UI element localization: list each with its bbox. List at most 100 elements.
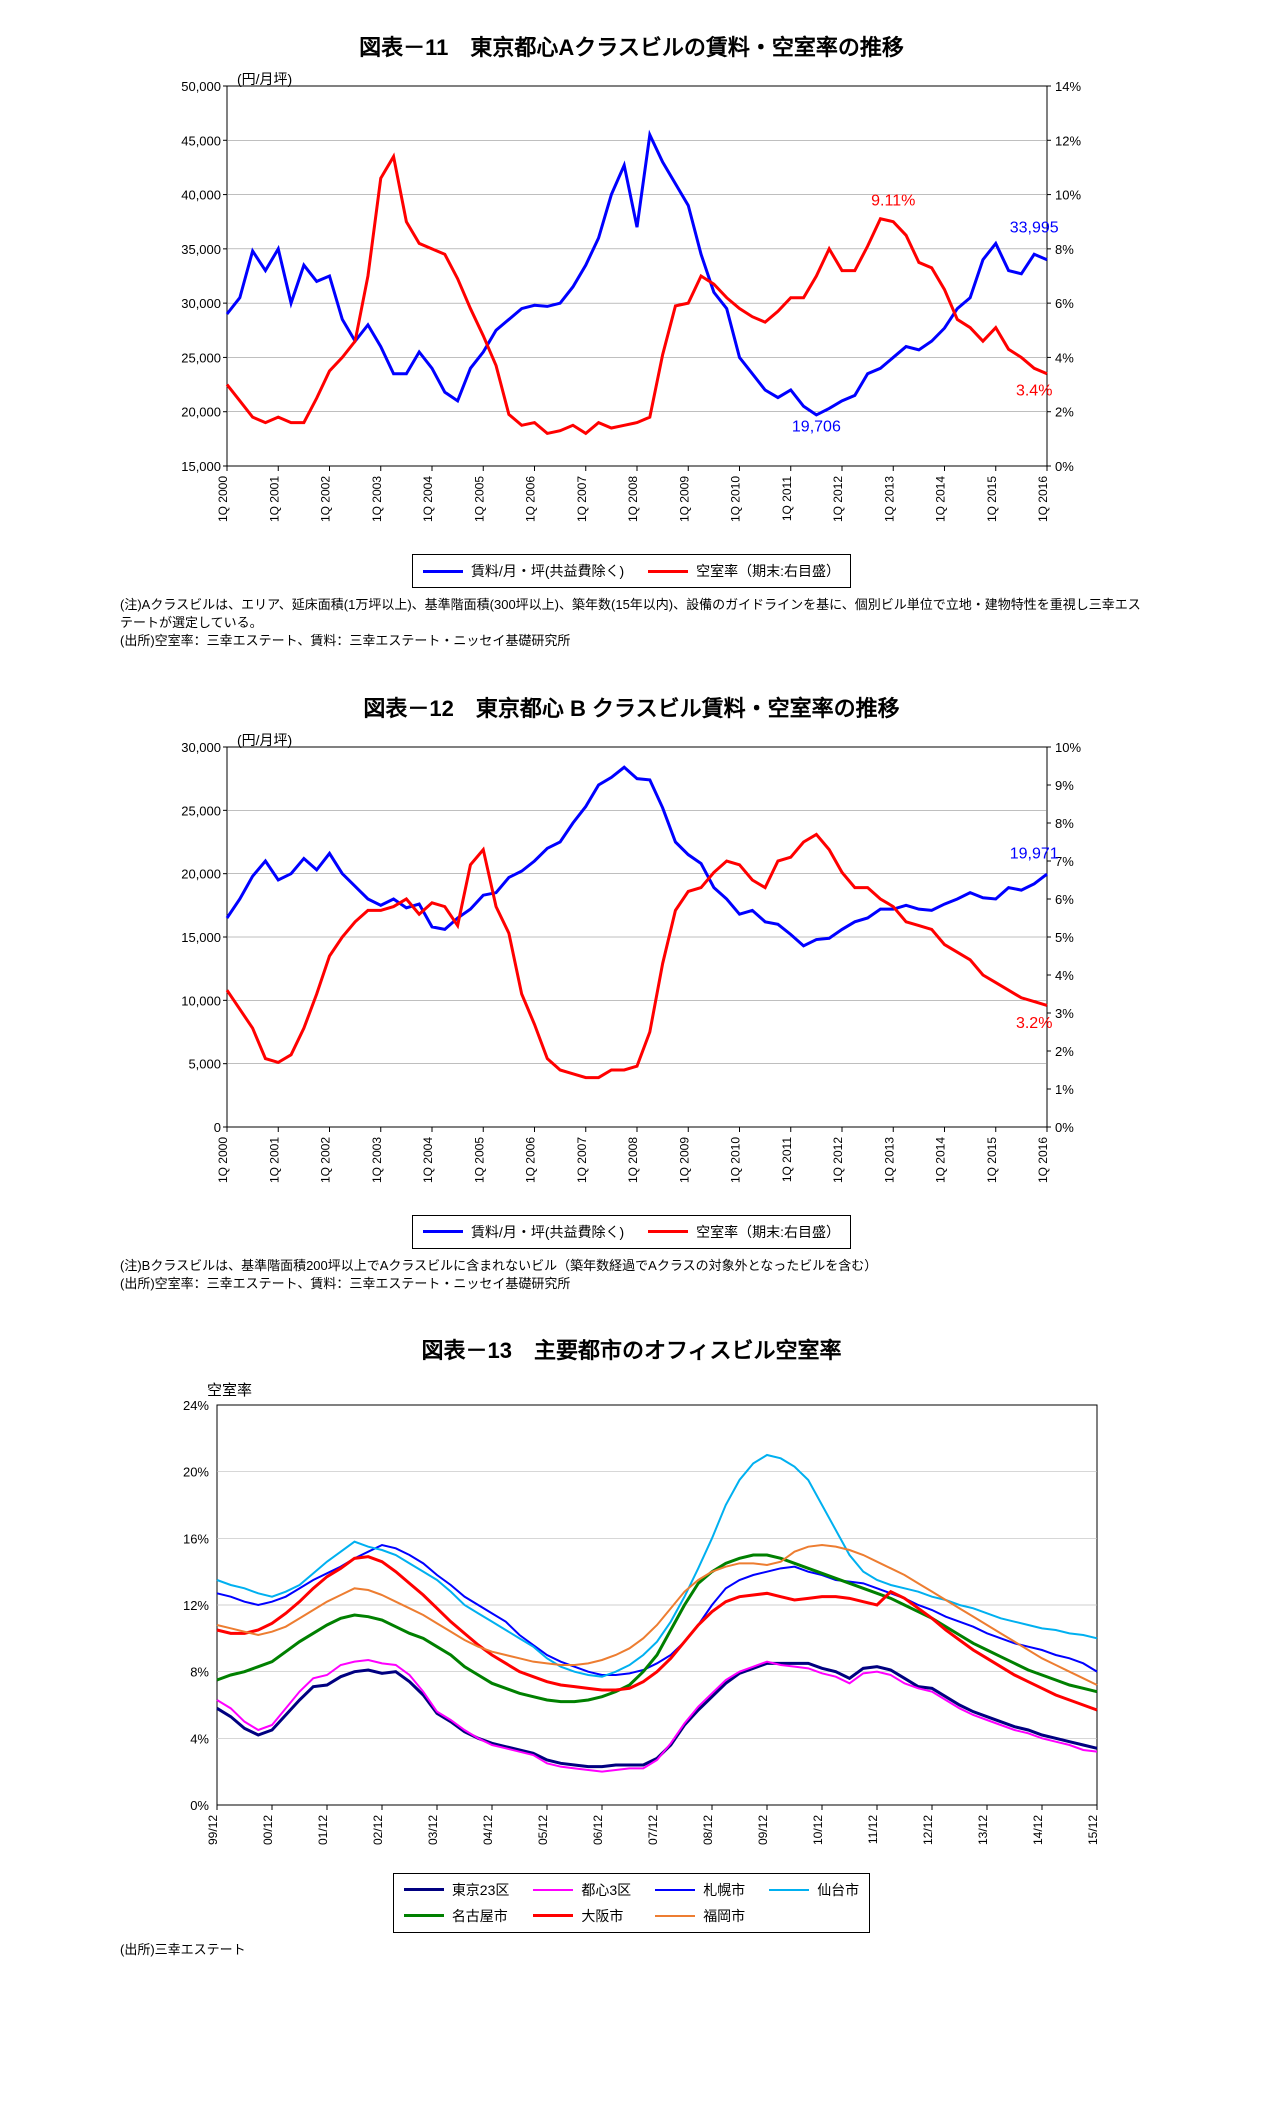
chart-11: 図表－11 東京都心Aクラスビルの賃料・空室率の推移 (円/月坪) 15,000 2… (120, 30, 1143, 651)
svg-text:09/12: 09/12 (756, 1815, 770, 1845)
svg-text:99/12: 99/12 (206, 1815, 220, 1845)
svg-text:40,000: 40,000 (181, 188, 221, 203)
chart-13-title: 図表－13 主要都市のオフィスビル空室率 (120, 1333, 1143, 1365)
chart-12-legend: 賃料/月・坪(共益費除く) 空室率（期末:右目盛） (412, 1215, 851, 1249)
chart-11-title: 図表－11 東京都心Aクラスビルの賃料・空室率の推移 (120, 30, 1143, 62)
svg-text:02/12: 02/12 (371, 1815, 385, 1845)
legend-item: 賃料/月・坪(共益費除く) (423, 561, 624, 581)
svg-text:0: 0 (213, 1120, 220, 1135)
svg-text:1Q 2011: 1Q 2011 (779, 1136, 793, 1181)
svg-text:8%: 8% (1055, 242, 1074, 257)
svg-text:0%: 0% (190, 1798, 209, 1813)
chart-11-legend: 賃料/月・坪(共益費除く) 空室率（期末:右目盛） (412, 554, 851, 588)
legend-item: 空室率（期末:右目盛） (648, 1222, 840, 1242)
svg-text:1Q 2010: 1Q 2010 (728, 476, 742, 522)
svg-text:1Q 2014: 1Q 2014 (933, 476, 947, 522)
svg-text:1Q 2003: 1Q 2003 (369, 1136, 383, 1182)
svg-text:10,000: 10,000 (181, 993, 221, 1008)
svg-text:25,000: 25,000 (181, 350, 221, 365)
svg-text:9.11%: 9.11% (871, 192, 915, 209)
svg-text:15,000: 15,000 (181, 459, 221, 474)
svg-text:1Q 2016: 1Q 2016 (1036, 476, 1050, 522)
svg-text:1Q 2008: 1Q 2008 (626, 476, 640, 522)
chart-11-note2: (出所)空室率：三幸エステート、賃料：三幸エステート・ニッセイ基礎研究所 (120, 632, 1143, 650)
chart-12: 図表－12 東京都心 B クラスビル賃料・空室率の推移 (円/月坪)05,000… (120, 691, 1143, 1293)
svg-text:1%: 1% (1055, 1082, 1074, 1097)
svg-text:1Q 2015: 1Q 2015 (984, 1136, 998, 1182)
svg-text:15,000: 15,000 (181, 930, 221, 945)
svg-text:12/12: 12/12 (921, 1815, 935, 1845)
svg-text:(円/月坪): (円/月坪) (237, 72, 292, 87)
legend-item-tokyo23: 東京23区 (404, 1880, 510, 1900)
chart-12-note1: (注)Bクラスビルは、基準階面積200坪以上でAクラスビルに含まれないビル（築年… (120, 1257, 1143, 1275)
svg-text:08/12: 08/12 (701, 1815, 715, 1845)
svg-text:1Q 2006: 1Q 2006 (523, 476, 537, 522)
legend-item: 賃料/月・坪(共益費除く) (423, 1222, 624, 1242)
chart-13-plot: 空室率0%4%8%12%16%20%24%99/1200/1201/1202/1… (147, 1375, 1117, 1865)
svg-text:1Q 2002: 1Q 2002 (318, 476, 332, 522)
svg-text:0%: 0% (1055, 1120, 1074, 1135)
svg-text:9%: 9% (1055, 778, 1074, 793)
legend-label: 福岡市 (703, 1906, 745, 1926)
svg-text:6%: 6% (1055, 296, 1074, 311)
svg-text:10%: 10% (1055, 188, 1081, 203)
svg-text:1Q 2004: 1Q 2004 (421, 1136, 435, 1182)
svg-text:2%: 2% (1055, 405, 1074, 420)
svg-text:2%: 2% (1055, 1044, 1074, 1059)
chart-13: 図表－13 主要都市のオフィスビル空室率 空室率0%4%8%12%16%20%2… (120, 1333, 1143, 1959)
svg-text:10/12: 10/12 (811, 1815, 825, 1845)
svg-text:25,000: 25,000 (181, 803, 221, 818)
svg-text:1Q 2004: 1Q 2004 (421, 476, 435, 522)
svg-text:20,000: 20,000 (181, 405, 221, 420)
svg-text:(円/月坪): (円/月坪) (237, 733, 292, 748)
svg-text:1Q 2012: 1Q 2012 (831, 476, 845, 522)
svg-text:3.2%: 3.2% (1015, 1015, 1051, 1032)
legend-label: 仙台市 (817, 1880, 859, 1900)
chart-12-note2: (出所)空室率：三幸エステート、賃料：三幸エステート・ニッセイ基礎研究所 (120, 1275, 1143, 1293)
svg-text:01/12: 01/12 (316, 1815, 330, 1845)
svg-text:1Q 2001: 1Q 2001 (267, 1136, 281, 1182)
svg-text:1Q 2014: 1Q 2014 (933, 1136, 947, 1182)
svg-text:1Q 2000: 1Q 2000 (216, 476, 230, 522)
chart-11-plot: (円/月坪)15,00020,00025,00030,00035,00040,0… (147, 72, 1117, 546)
chart-13-legend: 東京23区都心3区札幌市仙台市名古屋市大阪市福岡市 (393, 1873, 870, 1933)
svg-text:11/12: 11/12 (866, 1815, 880, 1844)
svg-text:8%: 8% (1055, 816, 1074, 831)
svg-text:1Q 2016: 1Q 2016 (1036, 1136, 1050, 1182)
legend-label: 都心3区 (581, 1880, 631, 1900)
svg-text:19,971: 19,971 (1009, 845, 1058, 862)
svg-text:3.4%: 3.4% (1015, 382, 1051, 399)
svg-text:10%: 10% (1055, 740, 1081, 755)
svg-text:20%: 20% (182, 1465, 208, 1480)
svg-text:1Q 2007: 1Q 2007 (574, 476, 588, 522)
svg-text:5%: 5% (1055, 930, 1074, 945)
chart-12-title: 図表－12 東京都心 B クラスビル賃料・空室率の推移 (120, 691, 1143, 723)
legend-label: 空室率（期末:右目盛） (696, 561, 840, 581)
legend-item-sapporo: 札幌市 (655, 1880, 745, 1900)
svg-text:0%: 0% (1055, 459, 1074, 474)
svg-text:1Q 2012: 1Q 2012 (831, 1136, 845, 1182)
svg-text:06/12: 06/12 (591, 1815, 605, 1845)
svg-text:24%: 24% (182, 1398, 208, 1413)
svg-text:19,706: 19,706 (791, 418, 840, 435)
svg-text:1Q 2008: 1Q 2008 (626, 1136, 640, 1182)
svg-text:1Q 2005: 1Q 2005 (472, 476, 486, 522)
svg-text:30,000: 30,000 (181, 740, 221, 755)
chart-11-note1: (注)Aクラスビルは、エリア、延床面積(1万坪以上)、基準階面積(300坪以上)… (120, 596, 1143, 632)
svg-text:00/12: 00/12 (261, 1815, 275, 1845)
svg-text:05/12: 05/12 (536, 1815, 550, 1845)
svg-text:4%: 4% (1055, 968, 1074, 983)
legend-label: 空室率（期末:右目盛） (696, 1222, 840, 1242)
svg-text:1Q 2001: 1Q 2001 (267, 476, 281, 522)
svg-text:4%: 4% (190, 1731, 209, 1746)
svg-text:1Q 2015: 1Q 2015 (984, 476, 998, 522)
legend-label: 札幌市 (703, 1880, 745, 1900)
svg-text:空室率: 空室率 (207, 1382, 252, 1399)
svg-text:45,000: 45,000 (181, 133, 221, 148)
svg-text:07/12: 07/12 (646, 1815, 660, 1845)
svg-text:14/12: 14/12 (1031, 1815, 1045, 1845)
svg-text:1Q 2000: 1Q 2000 (216, 1136, 230, 1182)
svg-text:1Q 2009: 1Q 2009 (677, 476, 691, 522)
legend-label: 大阪市 (581, 1906, 623, 1926)
svg-text:1Q 2013: 1Q 2013 (882, 1136, 896, 1182)
